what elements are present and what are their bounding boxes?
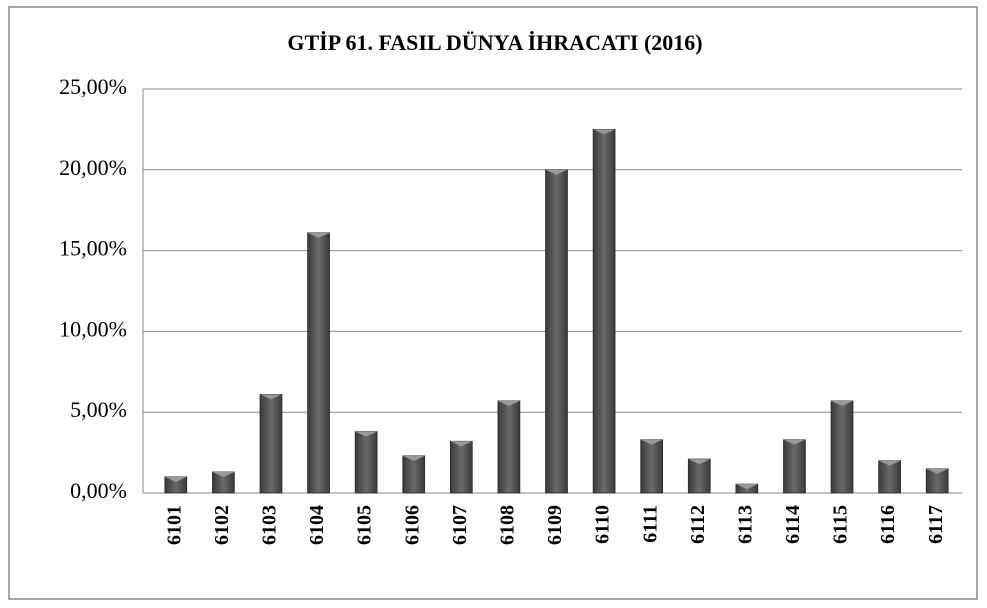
y-tick-label: 0,00% [70, 478, 127, 503]
bar [783, 439, 806, 494]
bar-bevel [164, 476, 187, 482]
x-tick-label: 6117 [925, 505, 947, 544]
bar [402, 455, 426, 494]
bar-bevel [640, 439, 663, 445]
x-tick-label: 6103 [259, 505, 281, 545]
bar-bevel [878, 460, 901, 466]
bar-bevel [783, 439, 806, 445]
x-tick-label: 6108 [497, 505, 519, 545]
bar [259, 394, 283, 494]
bar-bevel [307, 232, 330, 238]
bar [592, 128, 616, 494]
x-tick-label: 6102 [211, 505, 233, 545]
chart-title: GTİP 61. FASIL DÜNYA İHRACATI (2016) [287, 30, 702, 55]
x-tick-label: 6112 [687, 505, 709, 544]
bar [830, 400, 854, 494]
x-tick-label: 6113 [734, 505, 756, 544]
bar-bevel [497, 400, 520, 406]
x-tick-label: 6111 [639, 505, 661, 543]
bar-bevel [688, 459, 711, 465]
bar-bevel [735, 484, 758, 490]
bar-bevel [355, 431, 378, 437]
bar-bevel [212, 471, 235, 477]
y-tick-label: 25,00% [59, 74, 127, 99]
x-tick-label: 6104 [306, 505, 328, 545]
x-tick-label: 6116 [877, 505, 899, 544]
bar-bevel [593, 129, 616, 135]
x-tick-label: 6106 [401, 505, 423, 545]
x-tick-label: 6105 [354, 505, 376, 545]
chart-border [8, 6, 978, 600]
y-tick-label: 5,00% [70, 397, 127, 422]
bar [640, 439, 664, 494]
bar-bevel [260, 394, 282, 400]
x-tick-label: 6109 [544, 505, 566, 545]
y-tick-label: 20,00% [59, 155, 127, 180]
bar-bevel [402, 455, 425, 461]
bar [354, 431, 378, 494]
bar-bevel [831, 400, 853, 406]
bar-bevel [926, 468, 949, 474]
bar-bevel [450, 441, 473, 447]
y-tick-label: 10,00% [59, 316, 127, 341]
x-tick-label: 6114 [782, 505, 804, 544]
bar-bevel [545, 169, 568, 175]
x-tick-label: 6115 [830, 505, 852, 544]
bar [497, 400, 521, 494]
bar [545, 169, 568, 494]
bar [687, 458, 711, 494]
x-tick-label: 6110 [592, 505, 614, 544]
x-tick-label: 6101 [163, 505, 185, 545]
bar [449, 440, 473, 494]
y-tick-label: 15,00% [59, 236, 127, 261]
x-tick-label: 6107 [449, 505, 471, 545]
bar [307, 232, 330, 494]
